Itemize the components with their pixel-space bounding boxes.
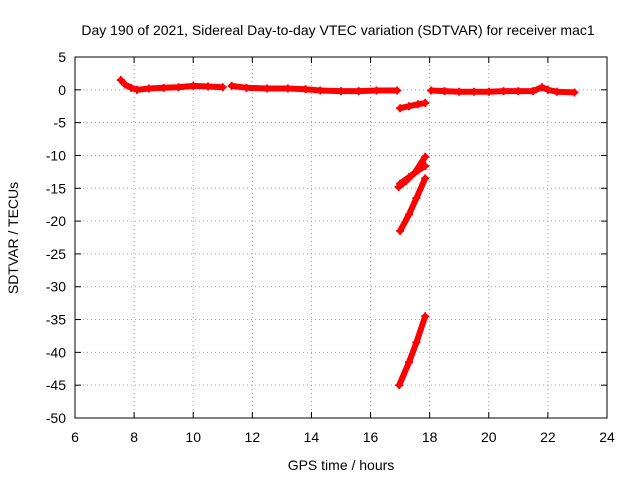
axis-ticks: 6 8 10 12 14 16 18 20 22 24 5 0 -5 -10 -15 -20 -25 -30 -35… — [46, 49, 615, 445]
x-tick-label: 12 — [245, 429, 261, 445]
data-series-arc-1 — [117, 77, 226, 93]
data-point — [227, 81, 236, 90]
data-point — [263, 84, 272, 93]
y-tick-label: 0 — [58, 82, 66, 98]
x-tick-label: 8 — [130, 429, 138, 445]
data-point — [412, 338, 421, 347]
y-tick-label: -20 — [46, 213, 66, 229]
data-point — [133, 85, 142, 94]
data-point — [514, 87, 523, 96]
y-tick-label: -25 — [46, 246, 66, 262]
data-point — [204, 82, 212, 91]
data-point — [242, 83, 251, 92]
data-point — [127, 83, 136, 92]
y-axis-label: SDTVAR / TECUs — [5, 182, 21, 294]
data-point — [337, 87, 345, 96]
data-point — [116, 75, 125, 84]
data-series-arc-5 — [397, 163, 429, 187]
data-point — [396, 226, 405, 235]
data-point — [404, 102, 413, 111]
y-tick-label: -40 — [46, 344, 66, 360]
data-point — [396, 104, 405, 113]
data-point — [395, 381, 404, 390]
data-series-arc-2 — [228, 82, 401, 95]
x-axis-label: GPS time / hours — [288, 457, 395, 473]
x-tick-label: 18 — [422, 429, 438, 445]
data-point — [396, 179, 405, 188]
data-point — [529, 87, 538, 96]
data-point — [144, 84, 153, 93]
data-point — [413, 100, 422, 109]
data-point — [421, 152, 430, 161]
y-tick-label: -50 — [46, 410, 66, 426]
x-tick-label: 16 — [363, 429, 379, 445]
y-tick-label: -15 — [46, 180, 66, 196]
data-point — [543, 85, 552, 94]
data-point — [121, 80, 130, 89]
data-point — [393, 86, 402, 95]
data-point — [455, 87, 464, 96]
data-point — [189, 81, 198, 90]
y-tick-label: 5 — [58, 49, 66, 65]
data-point — [440, 87, 449, 96]
x-tick-label: 22 — [540, 429, 556, 445]
x-tick-label: 6 — [71, 429, 79, 445]
data-point — [404, 358, 413, 367]
y-tick-label: -45 — [46, 377, 66, 393]
x-tick-label: 14 — [304, 429, 320, 445]
x-tick-label: 24 — [599, 429, 615, 445]
data-point — [427, 86, 436, 95]
data-point — [413, 166, 422, 175]
data-point — [301, 85, 310, 94]
y-tick-label: -30 — [46, 279, 66, 295]
data-point — [470, 87, 478, 96]
data-point — [404, 173, 413, 182]
chart-title: Day 190 of 2021, Sidereal Day-to-day VTE… — [81, 22, 594, 38]
data-point — [412, 194, 421, 203]
data-point — [421, 161, 430, 170]
data-point — [159, 83, 168, 92]
data-point — [174, 83, 183, 92]
data-series-arc-7 — [396, 313, 429, 389]
y-tick-label: -10 — [46, 147, 66, 163]
data-series-arc-6 — [397, 175, 429, 234]
grid — [75, 57, 607, 418]
plot-frame — [74, 56, 608, 419]
data-point — [354, 87, 363, 96]
x-tick-label: 10 — [185, 429, 201, 445]
data-point — [404, 210, 413, 219]
data-point — [499, 87, 508, 96]
data-point — [537, 83, 546, 92]
y-tick-label: -35 — [46, 312, 66, 328]
data-point — [421, 312, 430, 321]
data-point — [316, 86, 325, 95]
data-point — [283, 84, 292, 93]
data-point — [484, 87, 493, 96]
data-point — [372, 86, 381, 95]
data-point — [421, 98, 430, 107]
x-tick-label: 20 — [481, 429, 497, 445]
data-point — [218, 83, 227, 92]
data-point — [421, 174, 430, 183]
y-tick-label: -5 — [54, 115, 67, 131]
data-point — [552, 87, 561, 96]
data-series — [116, 75, 579, 390]
data-point — [570, 88, 579, 97]
